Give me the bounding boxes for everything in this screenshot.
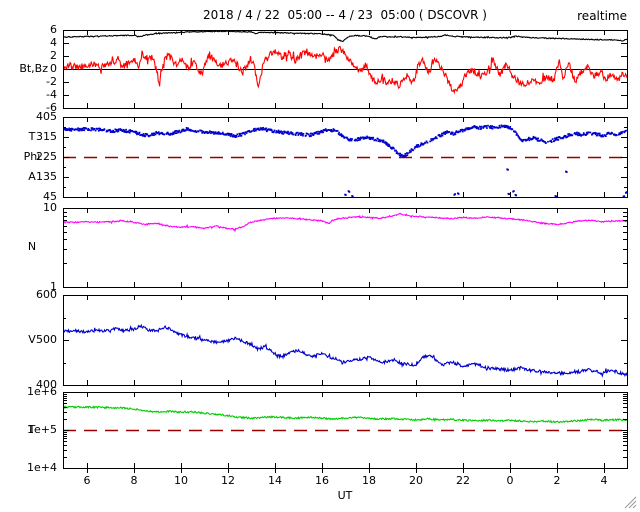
y-tick-label: 1e+4	[27, 461, 57, 474]
x-tick-label: 22	[456, 474, 470, 487]
panel-speed	[63, 295, 628, 386]
panel-angle-ylabel-t: T	[28, 130, 36, 143]
x-tick-label: 4	[600, 474, 608, 487]
y-tick-label: 0	[50, 62, 57, 75]
y-tick-label: 400	[36, 378, 57, 391]
panel-angle-ylabel-phi: Phi	[23, 150, 41, 163]
panel-angle	[63, 117, 628, 198]
panel-mag-ylabel: Bt,Bz	[19, 62, 48, 75]
panel-temperature-ylabel: T	[28, 423, 36, 436]
t-series	[63, 404, 627, 424]
x-tick-label: 0	[506, 474, 514, 487]
phi-series	[63, 124, 627, 197]
realtime-status-label: realtime	[577, 9, 627, 23]
plot-title: 2018 / 4 / 22 05:00 -- 4 / 23 05:00 ( DS…	[203, 8, 487, 22]
y-tick-label: 135	[36, 170, 57, 183]
v-series	[63, 323, 627, 378]
x-tick-label: 10	[174, 474, 188, 487]
panel-angle-ylabel-a: A	[28, 170, 36, 183]
y-tick-label: -4	[46, 88, 57, 101]
y-tick-label: 600	[36, 288, 57, 301]
x-tick-label: 18	[362, 474, 376, 487]
x-axis-title: UT	[337, 489, 353, 502]
y-tick-label: -6	[46, 101, 57, 114]
panel-temperature	[63, 392, 628, 473]
y-tick-label: 500	[36, 333, 57, 346]
x-tick-label: 14	[268, 474, 282, 487]
y-tick-label: 1	[50, 280, 57, 293]
y-tick-label: 405	[36, 110, 57, 123]
x-tick-label: 20	[409, 474, 423, 487]
panel-frame	[63, 208, 628, 288]
bt-series	[63, 30, 627, 43]
resize-handle-icon[interactable]	[622, 494, 638, 510]
x-tick-label: 16	[315, 474, 329, 487]
x-tick-label: 2	[553, 474, 561, 487]
bz-series	[63, 45, 627, 95]
panel-density-ylabel: N	[27, 240, 37, 253]
y-tick-label: 45	[43, 190, 57, 203]
y-tick-label: 315	[36, 130, 57, 143]
panel-mag	[63, 30, 628, 109]
y-tick-label: 4	[50, 36, 57, 49]
panel-density	[63, 208, 628, 288]
y-tick-label: 10	[43, 201, 57, 214]
y-tick-label: 225	[36, 150, 57, 163]
y-tick-label: 2	[50, 49, 57, 62]
x-tick-label: 6	[83, 474, 91, 487]
y-tick-label: 6	[50, 23, 57, 36]
y-tick-label: 1e+6	[27, 385, 57, 398]
y-tick-label: 1e+5	[27, 423, 57, 436]
panel-speed-ylabel: V	[28, 333, 36, 346]
y-tick-label: -2	[46, 75, 57, 88]
x-tick-label: 8	[130, 474, 138, 487]
x-tick-label: 12	[221, 474, 235, 487]
n-series	[63, 212, 627, 233]
